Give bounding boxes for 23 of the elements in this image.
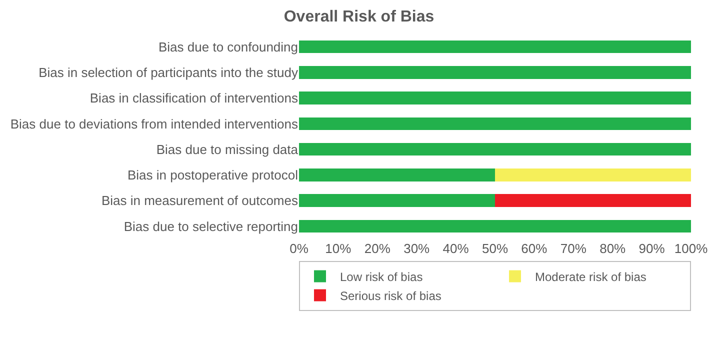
x-tick-label: 20% [364, 241, 391, 256]
x-tick-label: 0% [290, 241, 309, 256]
y-tick-label: Bias in measurement of outcomes [101, 193, 298, 208]
y-tick-label: Bias in postoperative protocol [127, 167, 298, 182]
y-tick-label: Bias in selection of participants into the study [38, 64, 298, 80]
y-tick-label: Bias due to confounding [158, 39, 298, 54]
y-tick-label: Bias in classification of interventions [90, 90, 298, 106]
x-tick-label: 100% [674, 241, 708, 256]
x-tick-label: 80% [600, 241, 626, 256]
x-tick-label: 40% [442, 241, 470, 256]
x-tick-label: 30% [404, 241, 430, 256]
x-tick-label: 60% [521, 241, 548, 256]
x-tick-label: 70% [560, 241, 587, 256]
legend-label: Low risk of bias [340, 270, 423, 284]
y-tick-label: Bias due to deviations from intended interventions [10, 116, 298, 132]
legend-label: Moderate risk of bias [535, 270, 646, 284]
x-tick-label: 10% [325, 241, 352, 256]
y-tick-label: Bias due to missing data [156, 142, 299, 157]
x-tick-label: 50% [482, 241, 508, 256]
y-tick-label: Bias due to selective reporting [124, 218, 298, 234]
legend-label: Serious risk of bias [340, 288, 442, 303]
x-tick-label: 90% [638, 241, 666, 256]
chart-title: Overall Risk of Bias [284, 8, 434, 26]
